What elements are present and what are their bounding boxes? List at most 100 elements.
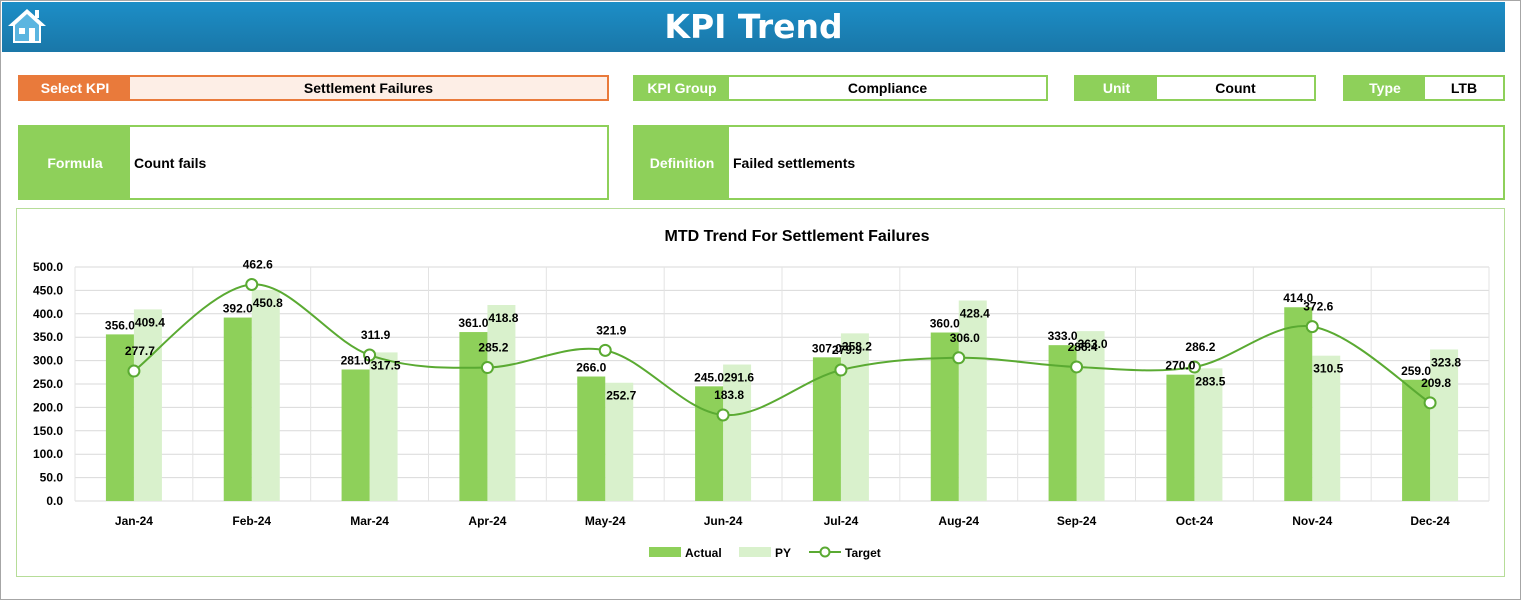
target-point xyxy=(363,348,377,362)
kpi-group-value: Compliance xyxy=(729,77,1046,99)
data-label-target: 306.0 xyxy=(950,331,980,345)
data-label-py: 323.8 xyxy=(1431,355,1461,369)
y-tick-label: 150.0 xyxy=(33,424,63,438)
data-label-actual: 281.0 xyxy=(341,353,371,367)
home-icon[interactable] xyxy=(6,6,48,46)
bar-py xyxy=(1076,331,1105,501)
y-tick-label: 200.0 xyxy=(33,400,63,414)
data-label-py: 450.8 xyxy=(253,296,283,310)
unit-value: Count xyxy=(1157,77,1314,99)
type-field: Type LTB xyxy=(1343,75,1505,101)
data-label-py: 317.5 xyxy=(371,358,401,372)
y-tick-label: 100.0 xyxy=(33,447,63,461)
x-tick-label: Dec-24 xyxy=(1410,514,1450,528)
data-label-target: 277.7 xyxy=(125,344,155,358)
data-label-py: 363.0 xyxy=(1078,337,1108,351)
y-tick-label: 400.0 xyxy=(33,307,63,321)
data-label-target: 209.8 xyxy=(1421,376,1451,390)
bar-actual xyxy=(695,386,724,501)
y-tick-label: 500.0 xyxy=(33,260,63,274)
data-label-target: 286.4 xyxy=(1068,340,1098,354)
data-label-target: 183.8 xyxy=(714,388,744,402)
chart-svg: MTD Trend For Settlement Failures 500.0 45… xyxy=(33,228,1490,560)
target-point xyxy=(245,278,259,292)
target-point xyxy=(1305,320,1319,334)
data-label-actual: 414.0 xyxy=(1283,291,1313,305)
x-tick-label: Feb-24 xyxy=(232,514,271,528)
data-label-py: 310.5 xyxy=(1313,362,1343,376)
type-label: Type xyxy=(1345,77,1425,99)
unit-label: Unit xyxy=(1076,77,1157,99)
y-tick-label: 450.0 xyxy=(33,283,63,297)
data-label-actual: 259.0 xyxy=(1401,364,1431,378)
data-label-py: 409.4 xyxy=(135,315,165,329)
data-label-py: 418.8 xyxy=(488,311,518,325)
x-tick-label: Jan-24 xyxy=(115,514,153,528)
bar-actual xyxy=(105,334,134,501)
target-point xyxy=(834,363,848,377)
data-label-actual: 307.0 xyxy=(812,341,842,355)
x-tick-label: Oct-24 xyxy=(1176,514,1214,528)
formula-label: Formula xyxy=(20,127,130,198)
legend-swatch-actual xyxy=(649,547,681,557)
formula-value: Count fails xyxy=(134,154,207,171)
bar-py xyxy=(605,382,634,501)
data-label-py: 428.4 xyxy=(960,307,990,321)
type-value: LTB xyxy=(1425,77,1503,99)
bar-actual xyxy=(223,317,252,501)
y-tick-label: 300.0 xyxy=(33,354,63,368)
legend-marker-target xyxy=(819,546,831,558)
formula-box: Formula Count fails xyxy=(18,125,609,200)
y-tick-label: 350.0 xyxy=(33,330,63,344)
x-tick-label: Aug-24 xyxy=(938,514,979,528)
x-tick-label: Apr-24 xyxy=(468,514,506,528)
select-kpi-label: Select KPI xyxy=(20,77,130,99)
bar-actual xyxy=(459,332,488,501)
data-label-py: 283.5 xyxy=(1195,374,1225,388)
select-kpi-field: Select KPI Settlement Failures xyxy=(18,75,609,101)
x-tick-label: Jul-24 xyxy=(824,514,859,528)
data-label-actual: 245.0 xyxy=(694,370,724,384)
bar-py xyxy=(840,333,869,501)
page-title: KPI Trend xyxy=(664,7,843,46)
chart-title: MTD Trend For Settlement Failures xyxy=(665,228,930,245)
bar-py xyxy=(251,290,280,501)
data-label-target: 462.6 xyxy=(243,258,273,272)
definition-box: Definition Failed settlements xyxy=(633,125,1505,200)
legend-label-target: Target xyxy=(845,546,881,560)
data-label-actual: 356.0 xyxy=(105,318,135,332)
x-tick-label: Jun-24 xyxy=(704,514,743,528)
bar-py xyxy=(1430,349,1459,501)
bar-actual xyxy=(577,376,606,501)
select-kpi-dropdown[interactable]: Settlement Failures xyxy=(130,77,607,99)
bar-py xyxy=(723,364,752,501)
data-label-py: 358.2 xyxy=(842,339,872,353)
target-point xyxy=(127,364,141,378)
bar-actual xyxy=(1284,307,1313,501)
data-label-actual: 333.0 xyxy=(1048,329,1078,343)
x-tick-label: Sep-24 xyxy=(1057,514,1097,528)
definition-label: Definition xyxy=(635,127,729,198)
data-label-py: 252.7 xyxy=(606,389,636,403)
bar-actual xyxy=(812,357,841,501)
y-tick-label: 250.0 xyxy=(33,377,63,391)
data-label-target: 372.6 xyxy=(1303,300,1333,314)
bar-py xyxy=(487,305,516,501)
data-label-actual: 392.0 xyxy=(223,302,253,316)
legend-label-py: PY xyxy=(775,546,791,560)
data-label-target: 311.9 xyxy=(361,328,391,342)
target-point xyxy=(480,361,494,375)
target-point xyxy=(1070,360,1084,374)
x-tick-label: Nov-24 xyxy=(1292,514,1332,528)
bar-actual xyxy=(341,369,370,501)
target-point xyxy=(952,351,966,365)
bar-actual xyxy=(1166,374,1195,501)
x-tick-label: May-24 xyxy=(585,514,626,528)
target-line xyxy=(133,283,1431,416)
kpi-group-label: KPI Group xyxy=(635,77,729,99)
x-tick-label: Mar-24 xyxy=(350,514,389,528)
legend-swatch-py xyxy=(739,547,771,557)
bar-py xyxy=(958,300,987,501)
trend-chart: MTD Trend For Settlement Failures 500.0 45… xyxy=(16,208,1505,577)
y-tick-label: 0.0 xyxy=(46,494,63,508)
